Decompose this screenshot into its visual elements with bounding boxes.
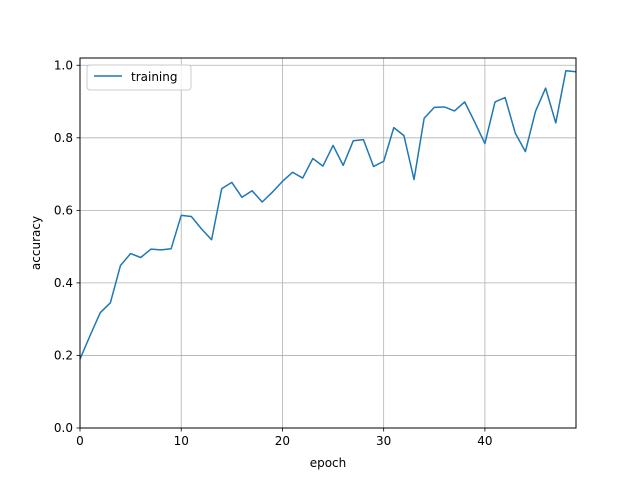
y-tick-label: 0.0 bbox=[54, 421, 73, 435]
series-line-training bbox=[79, 69, 577, 360]
plot-frame bbox=[79, 57, 577, 429]
legend-box bbox=[86, 64, 192, 91]
legend-label-training: training bbox=[131, 70, 178, 84]
y-tick-label: 0.6 bbox=[54, 203, 73, 217]
y-tick-label: 1.0 bbox=[54, 58, 73, 72]
y-axis-label: accuracy bbox=[29, 216, 43, 270]
x-tick-label: 10 bbox=[174, 434, 189, 448]
y-tick-label: 0.2 bbox=[54, 348, 73, 362]
series-lines bbox=[79, 69, 577, 360]
x-tick-label: 20 bbox=[275, 434, 290, 448]
x-tick-label: 0 bbox=[76, 434, 84, 448]
grid bbox=[79, 58, 576, 429]
x-axis-label: epoch bbox=[310, 456, 347, 470]
x-tick-label: 30 bbox=[376, 434, 391, 448]
x-tick-label: 40 bbox=[477, 434, 492, 448]
y-tick-label: 0.4 bbox=[54, 276, 73, 290]
axis-ticks: 0 10 20 30 40 0.0 0.2 0.4 0.6 0.8 1.0 bbox=[54, 58, 493, 448]
legend: training bbox=[86, 64, 192, 91]
y-tick-label: 0.8 bbox=[54, 131, 73, 145]
